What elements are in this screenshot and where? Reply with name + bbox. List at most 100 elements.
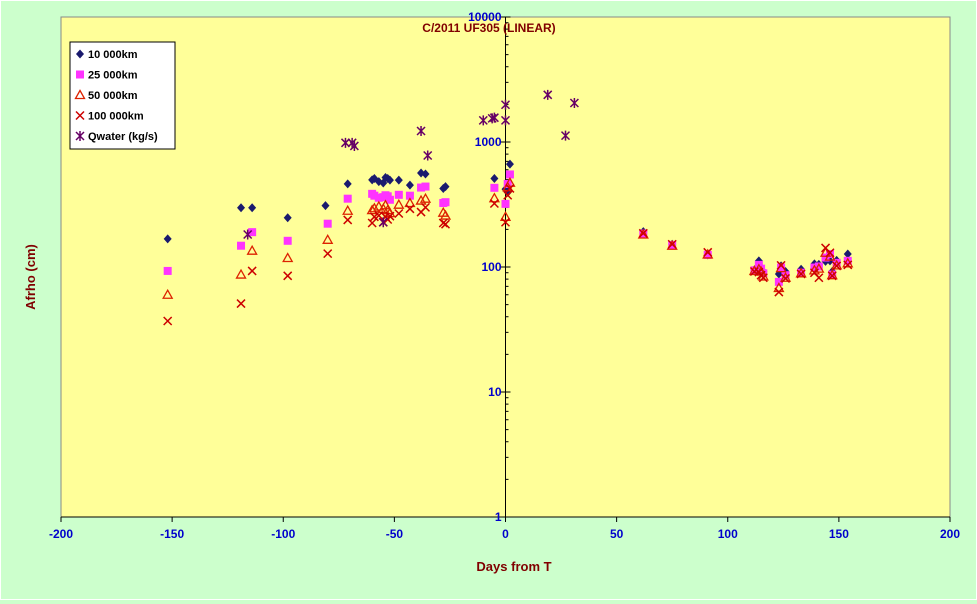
- data-point: [501, 199, 510, 208]
- data-point: [777, 263, 786, 272]
- x-tick-label: 50: [610, 527, 624, 541]
- x-axis-title: Days from T: [476, 559, 551, 574]
- data-point: [500, 99, 511, 110]
- data-point: [421, 169, 430, 179]
- data-point: [343, 215, 353, 225]
- y-axis-title: Afrho (cm): [23, 244, 38, 310]
- data-point: [404, 197, 416, 208]
- data-point: [370, 191, 379, 200]
- data-point: [810, 263, 819, 272]
- data-point: [405, 191, 414, 200]
- legend-label: 10 000km: [88, 49, 138, 61]
- data-point: [378, 217, 388, 228]
- data-point: [638, 228, 648, 238]
- data-point: [500, 217, 511, 227]
- data-point: [814, 273, 824, 283]
- data-point: [667, 239, 677, 249]
- data-point: [340, 137, 351, 148]
- data-point: [797, 268, 806, 277]
- y-tick-label: 10: [488, 385, 502, 399]
- data-point: [235, 268, 247, 279]
- data-point: [560, 130, 571, 141]
- data-point: [796, 269, 806, 279]
- data-point: [843, 256, 852, 265]
- data-point: [843, 260, 853, 270]
- data-point: [247, 266, 257, 276]
- data-point: [394, 175, 403, 185]
- data-point: [248, 203, 257, 213]
- data-point: [814, 262, 823, 271]
- data-point: [439, 209, 452, 220]
- data-point: [441, 182, 450, 192]
- series-2: [162, 176, 854, 299]
- data-point: [393, 198, 405, 209]
- data-point: [781, 271, 790, 280]
- data-point: [419, 192, 432, 203]
- data-point: [416, 125, 426, 136]
- y-tick-label: 10000: [468, 10, 502, 24]
- x-tick-label: -50: [386, 527, 404, 541]
- data-point: [246, 244, 258, 255]
- data-point: [505, 159, 514, 169]
- data-point: [374, 193, 383, 202]
- data-point: [236, 299, 246, 309]
- data-point: [323, 249, 333, 259]
- data-point: [420, 202, 431, 212]
- data-point: [368, 202, 380, 213]
- data-point: [237, 241, 246, 250]
- data-point: [163, 316, 173, 326]
- legend-label: 100 000km: [88, 111, 144, 123]
- x-tick-label: 150: [829, 527, 849, 541]
- data-point: [343, 179, 352, 189]
- data-point: [243, 229, 253, 240]
- legend-label: 50 000km: [88, 90, 138, 102]
- legend-box: [69, 41, 176, 150]
- x-tick-label: 200: [940, 527, 960, 541]
- legend-label: 25 000km: [88, 70, 138, 82]
- data-point: [394, 208, 404, 219]
- data-point: [490, 174, 499, 184]
- data-point: [826, 269, 838, 280]
- data-point: [417, 183, 426, 192]
- x-tick-label: 0: [502, 527, 509, 541]
- data-point: [385, 175, 394, 185]
- data-point: [505, 170, 514, 179]
- data-point: [394, 190, 403, 199]
- data-point: [832, 261, 842, 271]
- data-point: [423, 150, 433, 161]
- data-point: [774, 277, 783, 286]
- data-point: [489, 112, 499, 123]
- data-point: [440, 219, 451, 229]
- x-tick-label: -150: [160, 527, 184, 541]
- y-tick-label: 1: [495, 510, 502, 524]
- data-point: [237, 203, 246, 213]
- chart-title: C/2011 UF305 (LINEAR): [422, 21, 555, 35]
- data-point: [488, 192, 500, 203]
- data-point: [781, 273, 791, 283]
- data-point: [776, 260, 786, 270]
- data-point: [283, 236, 292, 245]
- data-point: [342, 204, 354, 215]
- data-point: [637, 228, 649, 239]
- data-point: [666, 239, 678, 250]
- data-point: [779, 271, 792, 282]
- data-point: [283, 271, 293, 281]
- data-point: [703, 247, 713, 257]
- legend-marker: [74, 89, 86, 100]
- data-point: [283, 213, 292, 223]
- legend-marker: [75, 131, 85, 141]
- data-point: [569, 98, 579, 109]
- data-point: [321, 201, 330, 211]
- data-point: [758, 273, 768, 283]
- legend-marker: [76, 70, 84, 79]
- data-point: [405, 180, 414, 190]
- legend-marker: [75, 110, 85, 121]
- data-point: [478, 115, 488, 126]
- data-point: [825, 250, 834, 259]
- data-point: [490, 183, 499, 192]
- data-point: [248, 228, 257, 237]
- data-point: [828, 270, 837, 279]
- data-point: [441, 198, 450, 207]
